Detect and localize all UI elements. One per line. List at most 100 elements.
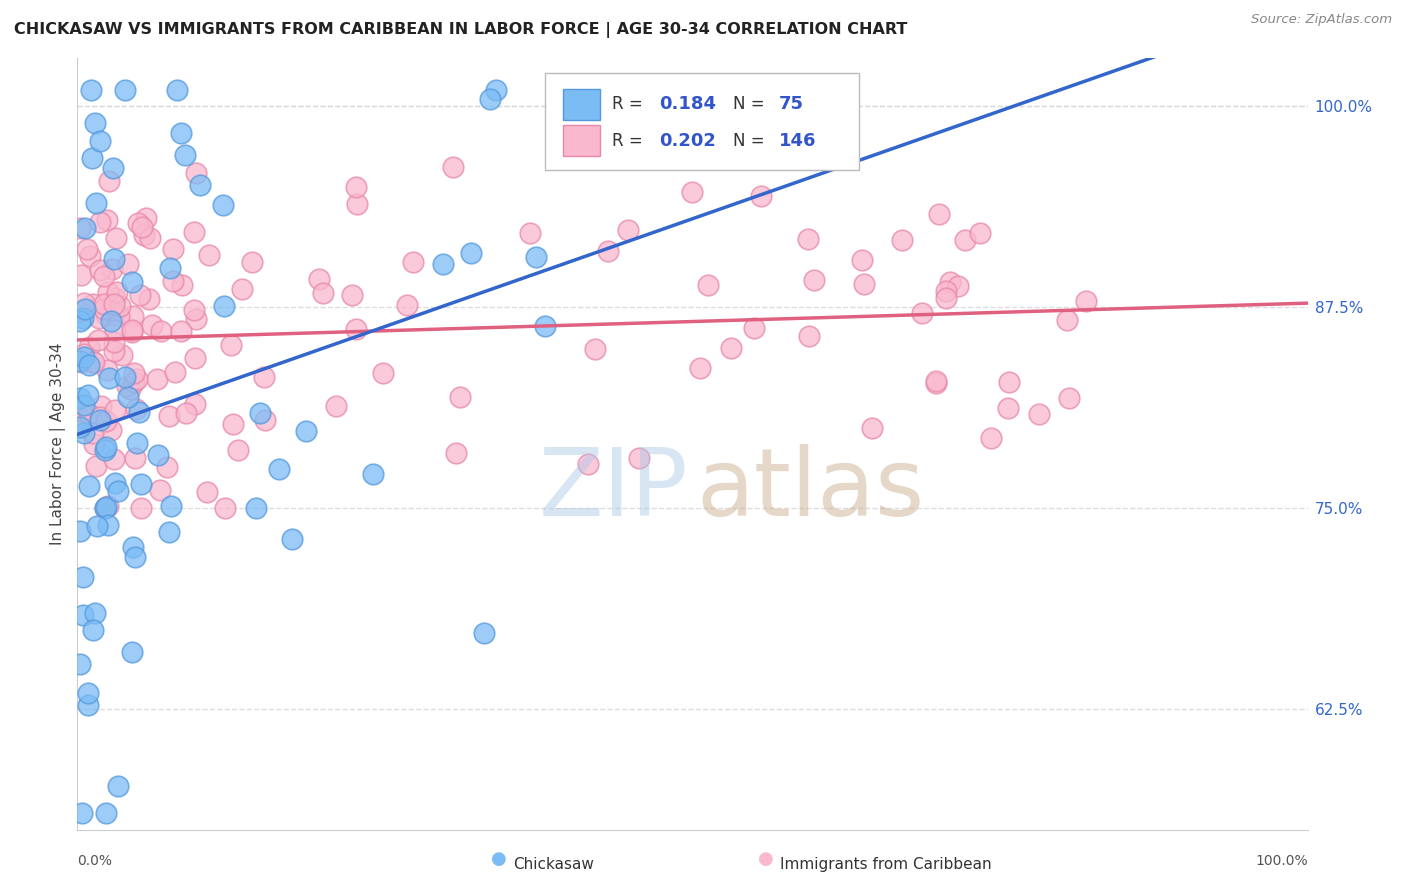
Point [104,476,127,491]
Point [742,320,765,334]
Point [124,451,146,466]
Point [84,195,107,210]
Point [89,413,111,427]
Point [96,362,118,376]
Point [117,257,139,271]
Point [231,282,253,296]
Point [103,252,125,266]
Point [221,338,243,352]
Point [946,279,969,293]
Point [79,249,101,263]
Point [174,148,197,162]
Point [94,501,117,516]
Point [69,403,91,417]
Point [1076,293,1098,308]
Point [82,354,104,368]
Point [69,220,91,235]
Point [96,806,118,821]
Point [891,233,914,247]
Point [681,185,703,199]
Point [928,207,950,221]
Text: R =: R = [613,95,648,113]
Point [83,355,105,369]
Point [160,499,183,513]
Text: Immigrants from Caribbean: Immigrants from Caribbean [780,857,993,872]
Point [125,436,148,450]
Point [86,519,108,533]
Point [162,273,184,287]
Point [939,275,962,289]
FancyBboxPatch shape [564,125,600,156]
Point [101,161,124,175]
Point [344,322,367,336]
Point [82,297,104,311]
Text: N =: N = [733,95,770,113]
Point [94,440,117,454]
Point [720,341,742,355]
Text: ●: ● [758,850,775,868]
Point [371,366,394,380]
Point [214,299,236,313]
Point [295,424,318,438]
Point [214,501,236,516]
Point [222,417,245,432]
Point [911,306,934,320]
Point [90,399,112,413]
Point [121,275,143,289]
Point [73,220,96,235]
Point [184,397,207,411]
Point [148,448,170,462]
Point [524,250,547,264]
Point [159,260,181,275]
Point [184,312,207,326]
Point [103,335,125,350]
Point [80,83,103,97]
Point [156,459,179,474]
Point [969,226,991,240]
Point [596,244,619,258]
Point [72,311,94,326]
Point [997,401,1019,415]
Text: 0.0%: 0.0% [77,854,112,868]
Point [103,452,125,467]
Point [118,382,141,396]
Point [170,277,193,292]
Point [70,268,93,282]
Point [98,174,121,188]
Point [749,188,772,202]
Point [86,334,108,348]
Point [80,151,103,165]
Point [402,254,425,268]
Point [96,414,118,428]
Point [924,376,946,391]
Point [441,160,464,174]
Point [131,220,153,235]
Point [69,305,91,319]
Point [444,446,467,460]
Point [93,501,115,516]
Text: 146: 146 [779,131,815,150]
Point [77,479,100,493]
Point [122,309,145,323]
Point [77,340,100,354]
Point [157,524,180,539]
Point [935,291,957,305]
Point [149,483,172,497]
Point [77,407,100,421]
Point [84,607,107,621]
Point [100,261,122,276]
Point [519,226,541,240]
Point [83,116,105,130]
Point [254,413,277,427]
Point [76,242,98,256]
Point [797,328,820,343]
Point [104,402,127,417]
Point [72,570,94,584]
Point [165,365,187,379]
Point [70,806,93,821]
Point [89,409,111,424]
Point [97,499,120,513]
Point [104,323,127,337]
Point [89,134,111,148]
Point [576,457,599,471]
